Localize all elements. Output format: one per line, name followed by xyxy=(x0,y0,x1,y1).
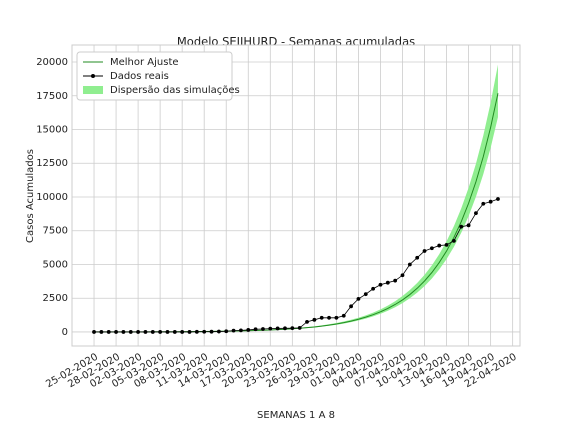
data-point xyxy=(180,330,185,334)
data-point xyxy=(209,329,214,334)
x-axis-label: SEMANAS 1 A 8 xyxy=(257,410,335,421)
data-point xyxy=(106,330,111,334)
data-point xyxy=(312,317,317,322)
legend-marker xyxy=(91,74,95,78)
data-point xyxy=(334,315,339,320)
data-point xyxy=(466,223,471,228)
data-point xyxy=(496,197,500,201)
data-point xyxy=(202,329,207,334)
data-point xyxy=(290,326,295,331)
legend-swatch xyxy=(83,86,103,94)
data-point xyxy=(407,262,412,267)
data-point xyxy=(268,326,273,331)
y-tick-label: 20000 xyxy=(36,57,68,68)
data-point xyxy=(378,282,383,287)
data-point xyxy=(400,273,405,278)
data-point xyxy=(275,326,280,331)
data-point xyxy=(459,224,464,229)
data-point xyxy=(246,328,251,332)
data-point xyxy=(349,304,353,309)
y-tick-label: 7500 xyxy=(43,226,68,237)
data-point xyxy=(92,330,96,334)
data-point xyxy=(481,201,486,206)
data-point xyxy=(429,246,434,251)
data-point xyxy=(194,329,199,334)
legend-label: Dispersão das simulações xyxy=(110,85,240,96)
data-point xyxy=(216,329,221,334)
data-point xyxy=(253,327,258,332)
y-tick-label: 2500 xyxy=(43,293,68,304)
data-point xyxy=(356,296,361,301)
data-point xyxy=(452,238,456,243)
data-point xyxy=(261,327,265,331)
data-point xyxy=(150,330,155,334)
data-point xyxy=(319,315,324,320)
data-point xyxy=(158,330,163,334)
data-point xyxy=(297,326,302,330)
data-point xyxy=(224,329,229,334)
data-point xyxy=(444,243,449,247)
data-point xyxy=(239,328,243,333)
data-point xyxy=(385,280,390,285)
data-point xyxy=(121,330,126,334)
data-point xyxy=(172,330,177,334)
data-point xyxy=(371,286,376,291)
data-point xyxy=(187,330,192,334)
legend-label: Dados reais xyxy=(110,71,169,82)
data-point xyxy=(99,330,104,334)
data-point xyxy=(136,330,140,334)
data-point xyxy=(128,330,133,334)
legend: Melhor Ajuste Dados reais Dispersão das si… xyxy=(76,51,240,101)
data-point xyxy=(363,292,368,297)
data-point xyxy=(114,330,118,334)
y-tick-label: 0 xyxy=(62,327,68,338)
data-point xyxy=(231,328,236,333)
data-point xyxy=(474,211,478,216)
y-tick-label: 12500 xyxy=(36,158,68,169)
y-tick-label: 15000 xyxy=(36,124,68,135)
data-point xyxy=(327,315,331,320)
y-tick-label: 10000 xyxy=(36,192,68,203)
data-point xyxy=(305,319,309,324)
y-axis-label: Casos Acumulados xyxy=(25,149,36,243)
data-point xyxy=(393,278,398,283)
legend-box xyxy=(76,51,233,101)
legend-label: Melhor Ajuste xyxy=(110,57,179,68)
y-tick-label: 17500 xyxy=(36,91,68,102)
y-tick-label: 5000 xyxy=(43,259,68,270)
data-point xyxy=(415,255,420,260)
data-point xyxy=(143,330,148,334)
data-point xyxy=(165,330,170,334)
data-point xyxy=(283,326,287,331)
data-point xyxy=(422,249,427,253)
data-point xyxy=(488,199,493,204)
data-point xyxy=(341,313,346,318)
data-point xyxy=(437,243,442,248)
